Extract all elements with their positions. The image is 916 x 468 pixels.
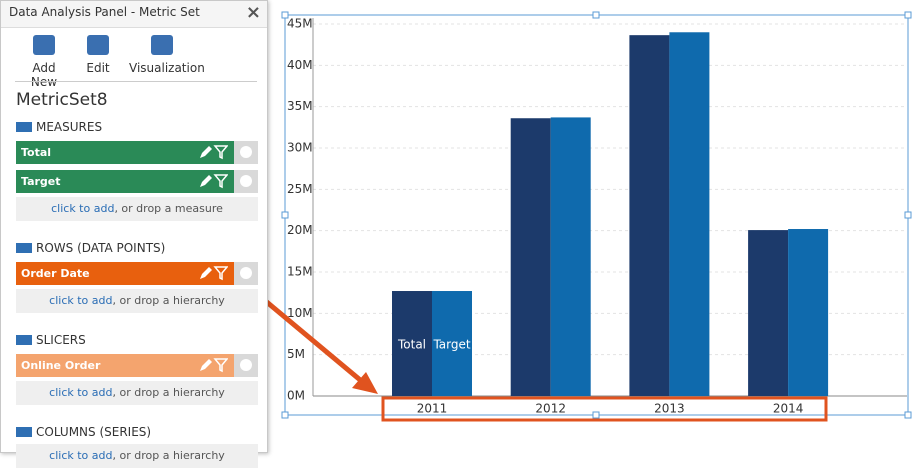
add-new-button[interactable]: Add New xyxy=(19,35,69,89)
metric-set-name: MetricSet8 xyxy=(16,90,108,110)
remove-button[interactable] xyxy=(234,170,258,193)
section-header: ROWS (DATA POINTS) xyxy=(16,241,165,255)
placeholder-text: , or drop a hierarchy xyxy=(112,386,225,399)
y-tick-label: 0M xyxy=(287,389,305,403)
toolbar-label: Add New xyxy=(30,61,58,89)
remove-icon xyxy=(240,146,252,158)
click-to-add-link[interactable]: click to add xyxy=(49,386,113,399)
arrow-head xyxy=(352,372,378,394)
section-icon xyxy=(16,243,32,253)
resize-handle xyxy=(281,411,289,419)
y-tick-label: 10M xyxy=(287,306,313,320)
panel-title: Data Analysis Panel - Metric Set xyxy=(9,5,200,19)
section-header: SLICERS xyxy=(16,333,86,347)
drop-placeholder: click to add, or drop a measure xyxy=(16,197,258,221)
bar xyxy=(629,35,670,396)
resize-handle xyxy=(592,11,600,19)
section-icon xyxy=(16,335,32,345)
y-tick-label: 40M xyxy=(287,58,313,72)
x-tick-label: 2013 xyxy=(654,402,685,416)
series-label: Total xyxy=(397,338,426,352)
edit-filter-icons[interactable] xyxy=(198,173,229,189)
placeholder-text: , or drop a hierarchy xyxy=(112,294,225,307)
y-tick-label: 25M xyxy=(287,182,313,196)
field-label: Total xyxy=(21,146,52,159)
section-header: MEASURES xyxy=(16,120,102,134)
y-tick-label: 45M xyxy=(287,17,313,31)
resize-handle xyxy=(281,211,289,219)
field-icons[interactable] xyxy=(198,144,229,160)
remove-icon xyxy=(240,267,252,279)
field-item[interactable]: Total xyxy=(16,141,234,164)
field-item[interactable]: Online Order xyxy=(16,354,234,377)
bar xyxy=(510,118,551,397)
toolbar-label: Edit xyxy=(86,61,110,75)
y-tick-label: 35M xyxy=(287,99,313,113)
resize-handle xyxy=(904,11,912,19)
section-title: ROWS (DATA POINTS) xyxy=(36,241,166,255)
resize-handle xyxy=(904,411,912,419)
resize-handle xyxy=(904,211,912,219)
highlight-box xyxy=(381,396,828,422)
bar xyxy=(788,229,829,396)
x-tick-label: 2012 xyxy=(535,402,566,416)
section-title: MEASURES xyxy=(36,120,103,134)
bar xyxy=(550,117,591,396)
edit-button[interactable]: Edit xyxy=(83,35,113,75)
remove-icon xyxy=(240,175,252,187)
edit-filter-icons[interactable] xyxy=(198,357,229,373)
field-icons[interactable] xyxy=(198,357,229,373)
edit-filter-icons[interactable] xyxy=(198,265,229,281)
field-label: Order Date xyxy=(21,267,90,280)
drop-placeholder: click to add, or drop a hierarchy xyxy=(16,289,258,313)
field-icons[interactable] xyxy=(198,173,229,189)
field-label: Online Order xyxy=(21,359,101,372)
bar xyxy=(392,291,432,396)
field-item[interactable]: Target xyxy=(16,170,234,193)
remove-button[interactable] xyxy=(234,141,258,164)
close-button[interactable]: × xyxy=(245,2,261,23)
separator xyxy=(15,81,257,82)
series-label: Target xyxy=(432,338,470,352)
section-header: COLUMNS (SERIES) xyxy=(16,425,151,439)
y-tick-label: 20M xyxy=(287,223,313,237)
placeholder-text: , or drop a measure xyxy=(114,202,223,215)
y-tick-label: 15M xyxy=(287,265,313,279)
toolbar-label: Visualization xyxy=(129,61,205,75)
click-to-add-link[interactable]: click to add xyxy=(51,202,115,215)
field-icons[interactable] xyxy=(198,265,229,281)
y-tick-label: 5M xyxy=(287,347,305,361)
field-item[interactable]: Order Date xyxy=(16,262,234,285)
remove-icon xyxy=(240,359,252,371)
panel-header: Data Analysis Panel - Metric Set × xyxy=(1,1,267,28)
data-analysis-panel: Data Analysis Panel - Metric Set × Add N… xyxy=(0,0,268,468)
field-label: Target xyxy=(21,175,61,188)
x-tick-label: 2014 xyxy=(773,402,804,416)
section-icon xyxy=(16,427,32,437)
drop-placeholder: click to add, or drop a hierarchy xyxy=(16,444,258,468)
section-icon xyxy=(16,122,32,132)
bar xyxy=(669,32,710,397)
edit-filter-icons[interactable] xyxy=(198,144,229,160)
remove-button[interactable] xyxy=(234,262,258,285)
visualization-button[interactable]: Visualization xyxy=(129,35,205,75)
bar xyxy=(748,230,789,396)
resize-handle xyxy=(592,411,600,419)
drop-placeholder: click to add, or drop a hierarchy xyxy=(16,381,258,405)
section-title: COLUMNS (SERIES) xyxy=(36,425,152,439)
section-title: SLICERS xyxy=(36,333,86,347)
y-tick-label: 30M xyxy=(287,141,313,155)
click-to-add-link[interactable]: click to add xyxy=(49,294,113,307)
bar xyxy=(432,291,472,396)
remove-button[interactable] xyxy=(234,354,258,377)
x-tick-label: 2011 xyxy=(417,402,448,416)
resize-handle xyxy=(281,11,289,19)
chart: 0M 5M 10M 15M 20M 25M 30M 35M 40M 45M 2011 Total Tar… xyxy=(224,11,912,422)
